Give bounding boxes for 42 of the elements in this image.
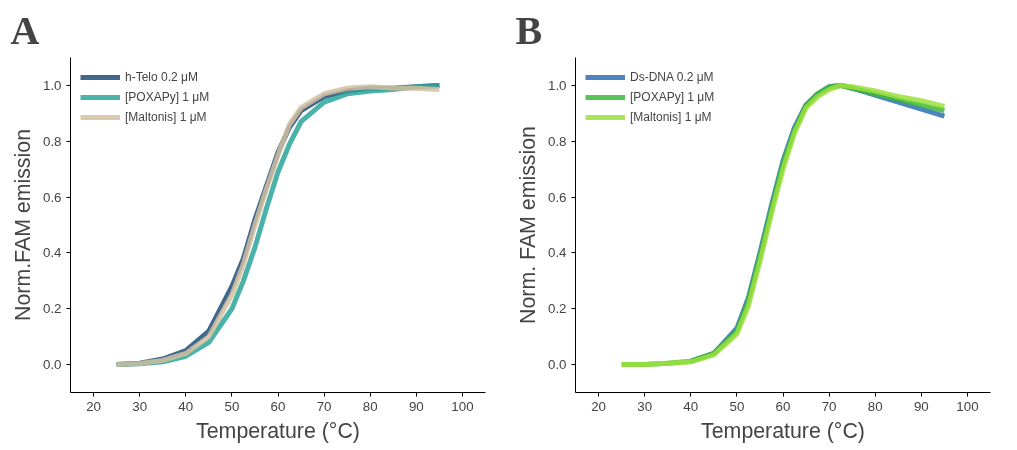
x-tick-label: 40	[683, 398, 699, 414]
x-tick-label: 50	[224, 398, 240, 414]
chart-title: A	[10, 7, 40, 53]
x-tick-label: 90	[408, 398, 424, 414]
x-tick-label: 20	[591, 398, 606, 414]
y-tick-label: 1.0	[42, 77, 62, 93]
chart-title: B	[515, 7, 543, 53]
y-tick-label: 0.2	[42, 301, 62, 317]
x-tick-label: 50	[729, 398, 745, 414]
y-tick-label: 0.6	[42, 189, 62, 205]
legend-label: [POXAPy] 1 μM	[125, 90, 210, 104]
x-tick-label: 90	[913, 398, 929, 414]
x-tick-label: 40	[178, 398, 194, 414]
y-tick-label: 1.0	[547, 77, 567, 93]
y-tick-label: 0.0	[42, 357, 62, 373]
legend-label: [Maltonis] 1 μM	[125, 110, 207, 124]
y-tick-label: 0.6	[547, 189, 567, 205]
x-tick-label: 70	[316, 398, 332, 414]
y-tick-label: 0.4	[547, 245, 568, 261]
x-tick-label: 20	[86, 398, 101, 414]
x-tick-label: 80	[867, 398, 883, 414]
x-axis-title: Temperature (°C)	[196, 418, 360, 443]
x-tick-label: 70	[821, 398, 837, 414]
y-tick-label: 0.2	[547, 301, 567, 317]
y-axis-title: Norm.FAM emission	[10, 129, 35, 321]
legend-label: [POXAPy] 1 μM	[630, 90, 715, 104]
x-tick-label: 60	[270, 398, 286, 414]
x-tick-label: 60	[775, 398, 791, 414]
y-tick-label: 0.0	[547, 357, 567, 373]
x-tick-label: 100	[956, 398, 979, 414]
y-tick-label: 0.8	[547, 133, 567, 149]
legend-label: [Maltonis] 1 μM	[630, 110, 712, 124]
y-axis-title: Norm. FAM emission	[515, 126, 540, 324]
legend-label: Ds-DNA 0.2 μM	[630, 70, 714, 84]
y-tick-label: 0.8	[42, 133, 62, 149]
x-tick-label: 80	[362, 398, 378, 414]
x-axis-title: Temperature (°C)	[701, 418, 865, 443]
x-tick-label: 100	[451, 398, 474, 414]
legend-label: h-Telo 0.2 μM	[125, 70, 198, 84]
x-tick-label: 30	[637, 398, 653, 414]
y-tick-label: 0.4	[42, 245, 63, 261]
x-tick-label: 30	[132, 398, 148, 414]
